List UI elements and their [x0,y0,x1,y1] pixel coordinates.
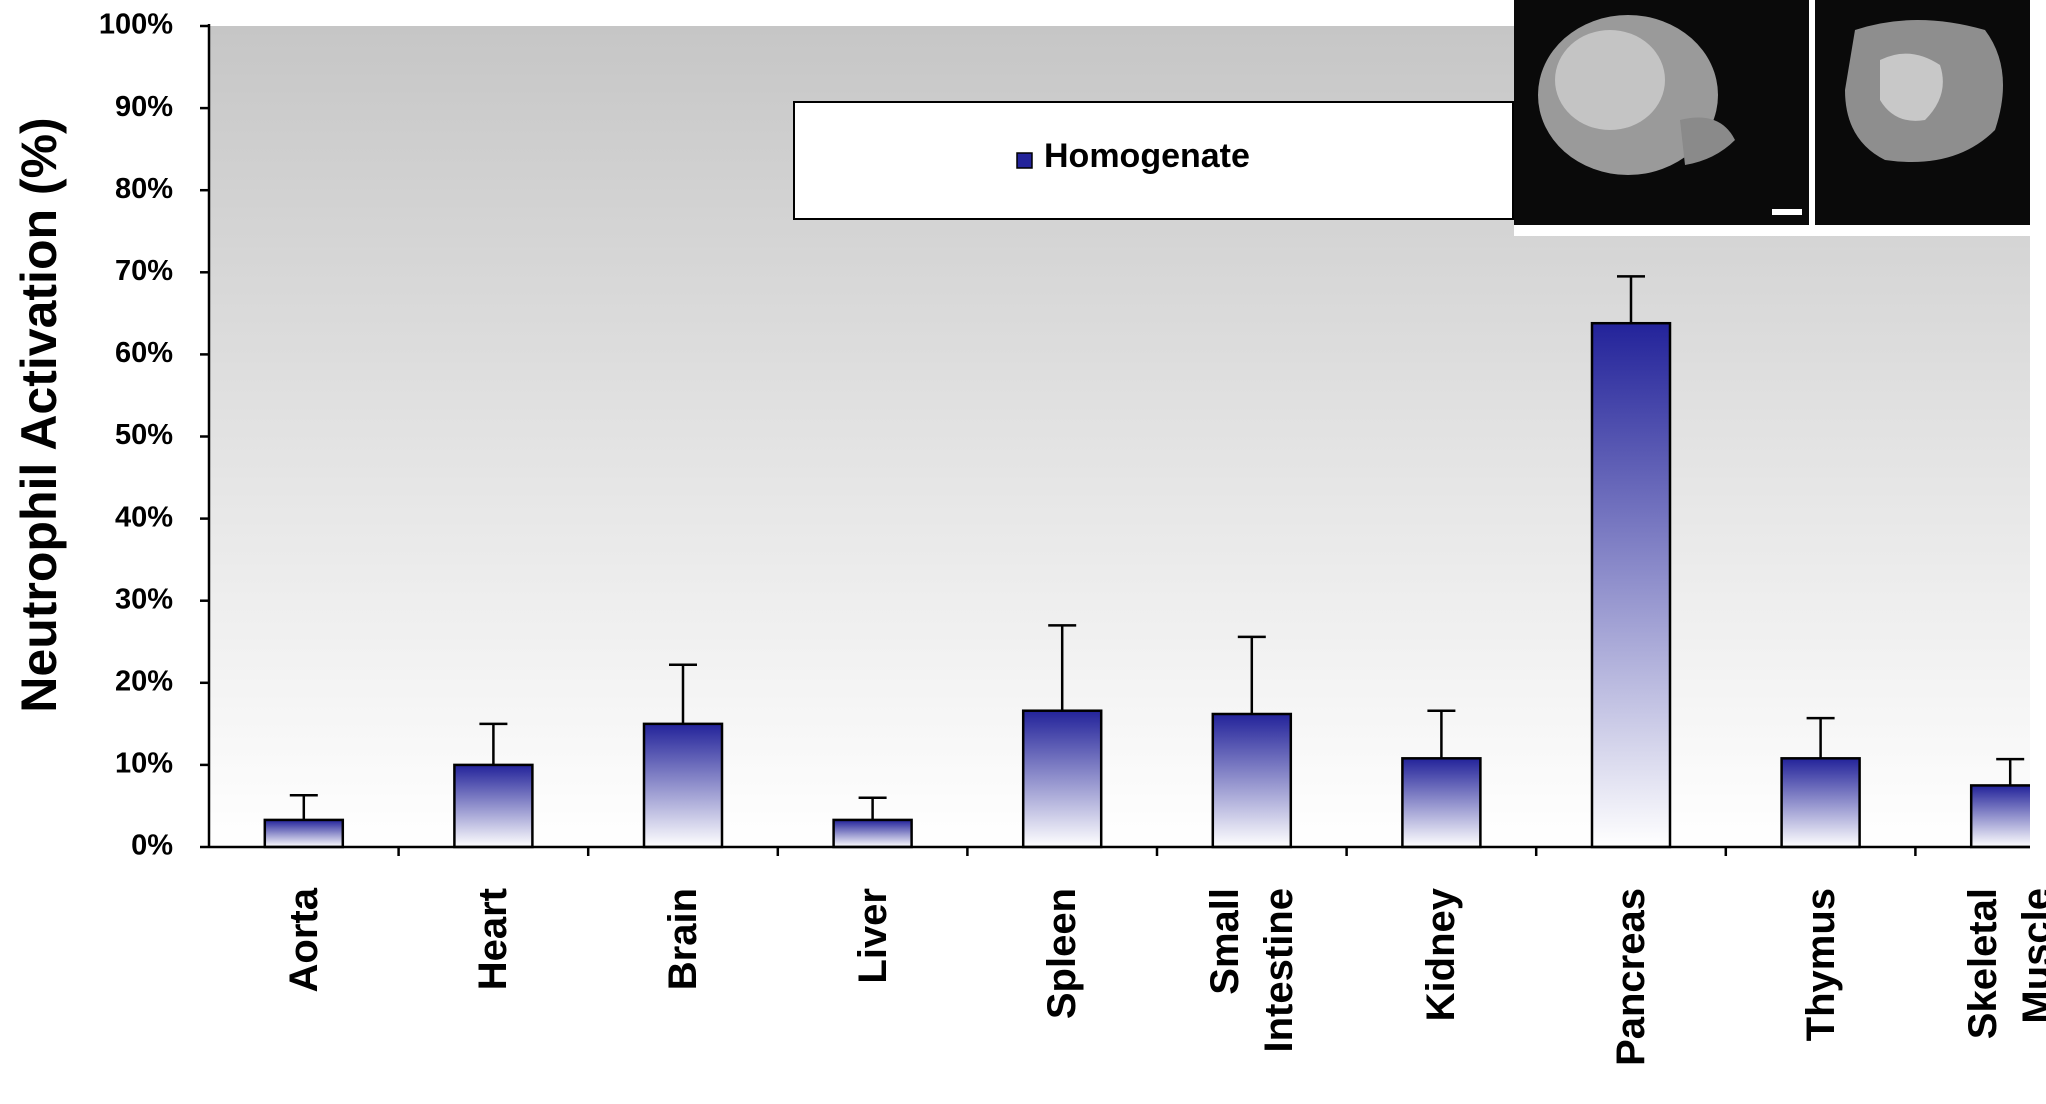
legend-box [793,101,1514,220]
y-tick-label: 60% [115,337,173,369]
y-tick-label: 70% [115,255,173,287]
x-tick-label: Skeletal Muscle [1961,888,2046,1040]
y-tick-label: 40% [115,501,173,533]
x-tick-label: Liver [850,888,895,984]
cell-ruffle [1880,53,1943,121]
y-tick-label: 10% [115,748,173,780]
bar [1780,757,1861,849]
micrograph-inset [1514,0,2046,236]
bar [1590,321,1672,849]
bar [1021,709,1103,849]
y-tick-label: 50% [115,419,173,451]
legend-label: Homogenate [1044,137,1250,175]
x-tick-label: Heart [471,888,516,991]
y-axis-title: Neutrophil Activation (%) [11,117,67,712]
bar [642,722,724,849]
y-tick-label: 20% [115,665,173,697]
x-tick-label: Small Intestine [1202,888,1301,1053]
bar [453,763,534,849]
bar [1401,757,1482,849]
y-tick-label: 90% [115,91,173,123]
y-tick-label: 80% [115,173,173,205]
x-tick-label: Spleen [1040,888,1085,1020]
legend-swatch [1016,152,1033,169]
x-tick-label: Kidney [1419,888,1464,1022]
plot-area [263,275,2030,849]
bar [1969,784,2030,849]
x-tick-label: Pancreas [1609,888,1653,1066]
bar [1211,712,1293,849]
y-tick-label: 30% [115,583,173,615]
x-tick-label: Brain [661,888,705,991]
bar [263,818,345,849]
y-tick-label: 0% [131,830,173,862]
y-tick-label: 100% [99,9,173,41]
scale-bar [1772,209,1802,215]
cell-highlight [1555,30,1665,130]
x-tick-label: Thymus [1798,888,1843,1042]
x-tick-label: Aorta [281,888,326,993]
bar [832,818,913,849]
cell-process [1680,117,1735,165]
legend: Homogenate [793,101,1514,220]
